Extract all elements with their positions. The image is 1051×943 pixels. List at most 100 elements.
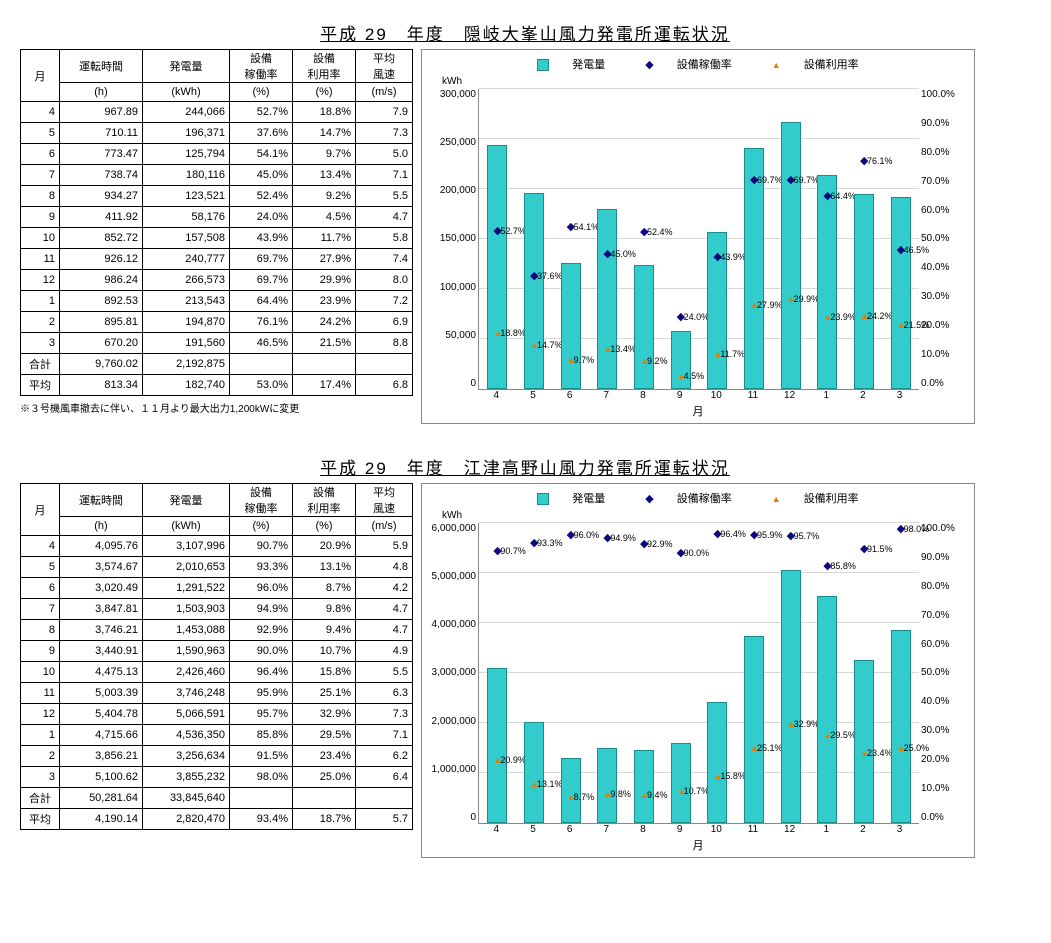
cell-avail: 64.4% [230, 291, 293, 312]
cell-avail: 95.9% [230, 683, 293, 704]
cell-util: 23.9% [293, 291, 356, 312]
cell-hours: 738.74 [60, 165, 143, 186]
cell-wind: 7.1 [356, 725, 413, 746]
th-util-unit: (%) [293, 83, 356, 102]
cell-util: 32.9% [293, 704, 356, 725]
cell-util: 13.1% [293, 557, 356, 578]
cell-util: 9.8% [293, 599, 356, 620]
y2-tick: 80.0% [921, 147, 949, 158]
chart-legend: 発電量設備稼働率設備利用率 [426, 490, 970, 506]
marker-dia-label: 45.0% [610, 249, 636, 259]
bar [854, 194, 874, 389]
report-title: 平成 29 年度 隠岐大峯山風力発電所運転状況 [20, 20, 1030, 45]
table-row: 93,440.911,590,96390.0%10.7%4.9 [21, 641, 413, 662]
marker-tri-label: 23.4% [867, 748, 893, 758]
y1-tick: 200,000 [440, 185, 476, 196]
x-tick: 10 [698, 824, 735, 835]
gridline [479, 522, 919, 523]
marker-dia-label: 96.0% [574, 530, 600, 540]
cell-wind: 6.4 [356, 767, 413, 788]
table-row: 104,475.132,426,46096.4%15.8%5.5 [21, 662, 413, 683]
cell-total-avail [230, 354, 293, 375]
y1-axis-label: kWh [442, 76, 970, 87]
table-row: 125,404.785,066,59195.7%32.9%7.3 [21, 704, 413, 725]
marker-tri-label: 14.7% [537, 340, 563, 350]
cell-util: 24.2% [293, 312, 356, 333]
gridline [479, 672, 919, 673]
cell-month: 5 [21, 123, 60, 144]
cell-hours: 3,440.91 [60, 641, 143, 662]
y1-axis: 6,000,0005,000,0004,000,0003,000,0002,00… [426, 523, 478, 823]
cell-total-kwh: 33,845,640 [143, 788, 230, 809]
y1-tick: 2,000,000 [432, 716, 477, 727]
marker-dia-label: 98.0% [904, 524, 930, 534]
marker-tri-label: 9.8% [610, 789, 631, 799]
bar [817, 596, 837, 823]
marker-tri-label: 21.5% [904, 320, 930, 330]
y1-axis: 300,000250,000200,000150,000100,00050,00… [426, 89, 478, 389]
cell-kwh: 3,107,996 [143, 536, 230, 557]
x-tick: 2 [845, 390, 882, 401]
x-tick: 8 [625, 824, 662, 835]
table-row: 6773.47125,79454.1%9.7%5.0 [21, 144, 413, 165]
table-row: 12986.24266,57369.7%29.9%8.0 [21, 270, 413, 291]
legend-tri: 設備利用率 [762, 493, 869, 505]
cell-month: 8 [21, 620, 60, 641]
x-tick: 4 [478, 390, 515, 401]
cell-month: 2 [21, 312, 60, 333]
cell-hours: 5,404.78 [60, 704, 143, 725]
chart: 発電量設備稼働率設備利用率kWh300,000250,000200,000150… [421, 49, 975, 424]
th-util: 設備 利用率 [293, 50, 356, 83]
marker-dia-label: 95.7% [794, 531, 820, 541]
cell-hours: 926.12 [60, 249, 143, 270]
cell-kwh: 2,426,460 [143, 662, 230, 683]
bar [561, 758, 581, 823]
table-row: 115,003.393,746,24895.9%25.1%6.3 [21, 683, 413, 704]
th-util-unit: (%) [293, 517, 356, 536]
table-row-total: 合計50,281.6433,845,640 [21, 788, 413, 809]
x-tick: 10 [698, 390, 735, 401]
th-wind-unit: (m/s) [356, 517, 413, 536]
cell-avail: 94.9% [230, 599, 293, 620]
cell-kwh: 1,590,963 [143, 641, 230, 662]
cell-month: 8 [21, 186, 60, 207]
cell-month: 11 [21, 249, 60, 270]
cell-month: 7 [21, 165, 60, 186]
x-tick: 12 [771, 824, 808, 835]
y2-tick: 40.0% [921, 696, 949, 707]
cell-wind: 4.2 [356, 578, 413, 599]
cell-avail: 85.8% [230, 725, 293, 746]
cell-avg-label: 平均 [21, 809, 60, 830]
marker-dia-label: 90.0% [684, 548, 710, 558]
cell-avail: 46.5% [230, 333, 293, 354]
th-kwh: 発電量 [143, 484, 230, 517]
cell-avg-kwh: 2,820,470 [143, 809, 230, 830]
x-tick: 5 [515, 824, 552, 835]
cell-util: 8.7% [293, 578, 356, 599]
cell-hours: 852.72 [60, 228, 143, 249]
x-axis-title: 月 [478, 403, 918, 419]
marker-tri-label: 29.9% [794, 294, 820, 304]
y2-tick: 0.0% [921, 378, 944, 389]
cell-kwh: 125,794 [143, 144, 230, 165]
cell-kwh: 1,503,903 [143, 599, 230, 620]
y1-tick: 4,000,000 [432, 619, 477, 630]
y2-tick: 100.0% [921, 89, 955, 100]
cell-wind: 4.7 [356, 620, 413, 641]
th-hours: 運転時間 [60, 50, 143, 83]
bar [524, 193, 544, 389]
bar [524, 722, 544, 823]
table-row: 73,847.811,503,90394.9%9.8%4.7 [21, 599, 413, 620]
cell-hours: 967.89 [60, 102, 143, 123]
th-wind-unit: (m/s) [356, 83, 413, 102]
marker-tri-label: 8.7% [574, 792, 595, 802]
marker-tri-label: 13.1% [537, 779, 563, 789]
cell-wind: 7.3 [356, 123, 413, 144]
cell-kwh: 266,573 [143, 270, 230, 291]
cell-month: 4 [21, 102, 60, 123]
gridline [479, 188, 919, 189]
cell-wind: 7.2 [356, 291, 413, 312]
cell-util: 29.5% [293, 725, 356, 746]
y1-tick: 250,000 [440, 137, 476, 148]
th-avail-unit: (%) [230, 83, 293, 102]
